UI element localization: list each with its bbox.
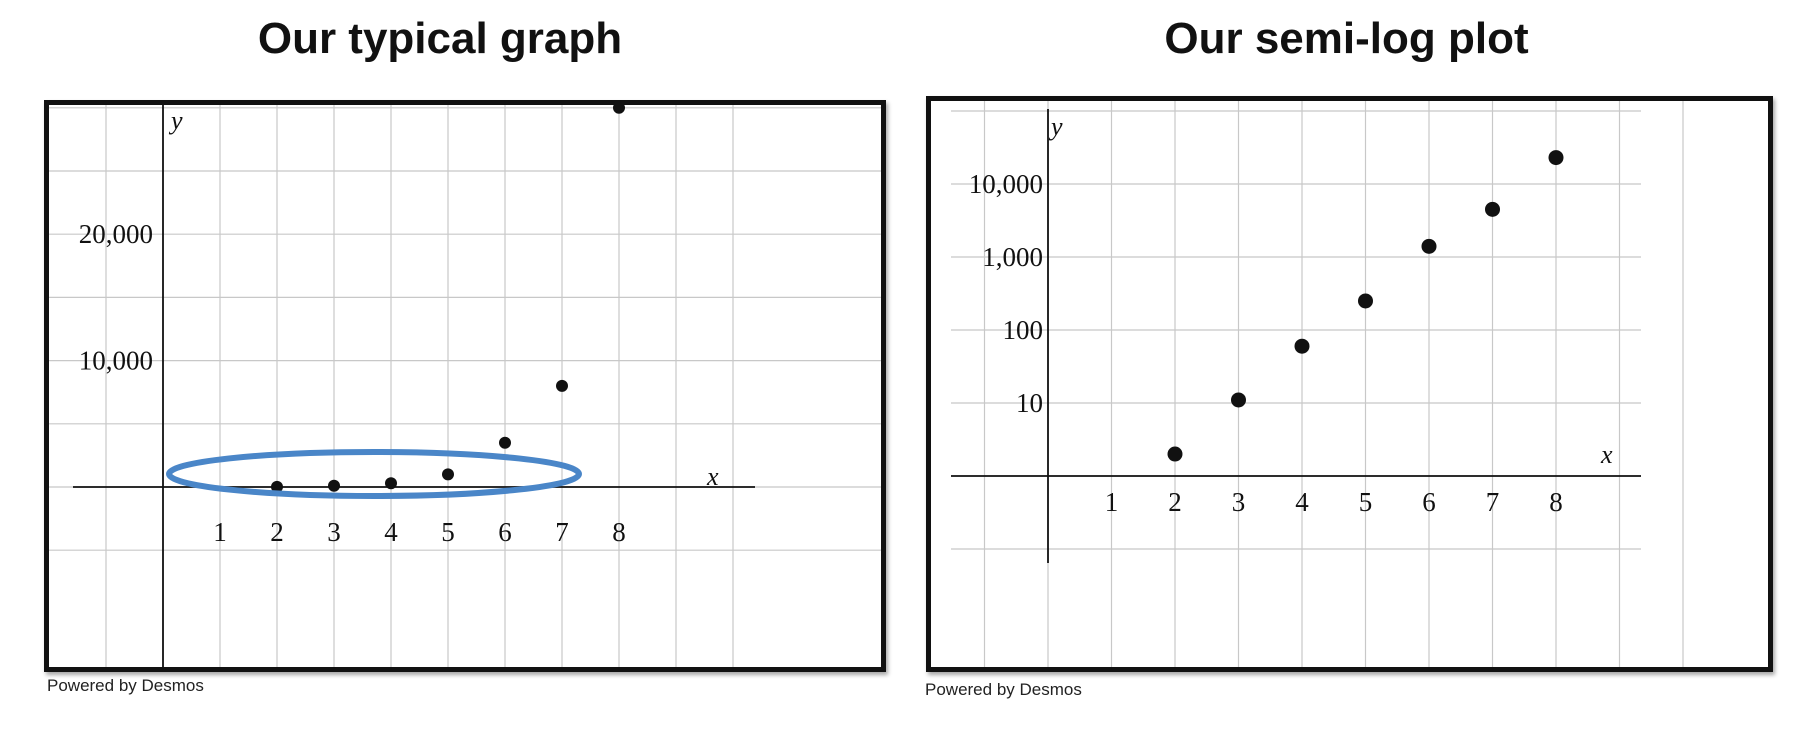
y-tick-label: 10 [1016, 388, 1043, 418]
data-point [271, 480, 283, 493]
x-tick-label: 2 [1168, 487, 1182, 517]
data-point [1485, 201, 1500, 217]
y-tick-label: 1,000 [982, 242, 1043, 272]
data-point [499, 436, 511, 449]
x-tick-label: 4 [384, 517, 398, 547]
x-tick-label: 3 [327, 517, 341, 547]
data-point [1358, 293, 1373, 309]
x-tick-label: 6 [498, 517, 512, 547]
y-axis-label: y [168, 106, 183, 135]
x-tick-label: 4 [1295, 487, 1309, 517]
data-point [613, 105, 625, 114]
data-point [385, 477, 397, 490]
x-tick-label: 2 [270, 517, 284, 547]
typical-graph-panel: Our typical graph 1 2 3 4 5 6 7 8 10,000 20,000 y x… [0, 0, 886, 736]
data-point [556, 379, 568, 392]
powered-by-desmos: Powered by Desmos [47, 676, 204, 695]
x-tick-label: 5 [441, 517, 455, 547]
x-axis-label: x [706, 462, 719, 491]
chart-title: Our typical graph [257, 14, 623, 63]
chart-frame: 1 2 3 4 5 6 7 8 10 100 1,000 10,000 y x [926, 96, 1773, 672]
x-axis-label: x [1600, 440, 1613, 469]
data-point [1548, 150, 1564, 166]
y-tick-label: 100 [1003, 315, 1044, 345]
x-tick-label: 7 [555, 517, 569, 547]
y-axis-label: y [1048, 112, 1063, 141]
x-tick-label: 8 [612, 517, 626, 547]
y-tick-label: 20,000 [79, 219, 153, 249]
x-tick-label: 6 [1422, 487, 1436, 517]
x-tick-label: 1 [1105, 487, 1119, 517]
chart-frame: 1 2 3 4 5 6 7 8 10,000 20,000 y x [44, 100, 886, 672]
x-tick-label: 1 [213, 517, 227, 547]
x-tick-label: 7 [1486, 487, 1500, 517]
data-point [442, 468, 454, 481]
x-tick-label: 3 [1232, 487, 1246, 517]
data-point [1421, 238, 1437, 254]
y-tick-label: 10,000 [969, 169, 1043, 199]
highlight-ellipse [166, 449, 582, 499]
x-tick-label: 8 [1549, 487, 1563, 517]
data-point [1167, 446, 1183, 462]
data-point [328, 479, 340, 492]
semi-log-panel: Our semi-log plot 1 2 3 4 5 6 7 8 10 100 1,000 10,0… [900, 0, 1793, 736]
data-point [1231, 392, 1246, 408]
powered-by-desmos: Powered by Desmos [925, 680, 1082, 699]
y-tick-label: 10,000 [79, 346, 153, 376]
typical-graph-plot: 1 2 3 4 5 6 7 8 10,000 20,000 y x [49, 105, 881, 667]
chart-title: Our semi-log plot [1164, 14, 1529, 63]
x-tick-label: 5 [1359, 487, 1373, 517]
data-point [1294, 338, 1310, 354]
